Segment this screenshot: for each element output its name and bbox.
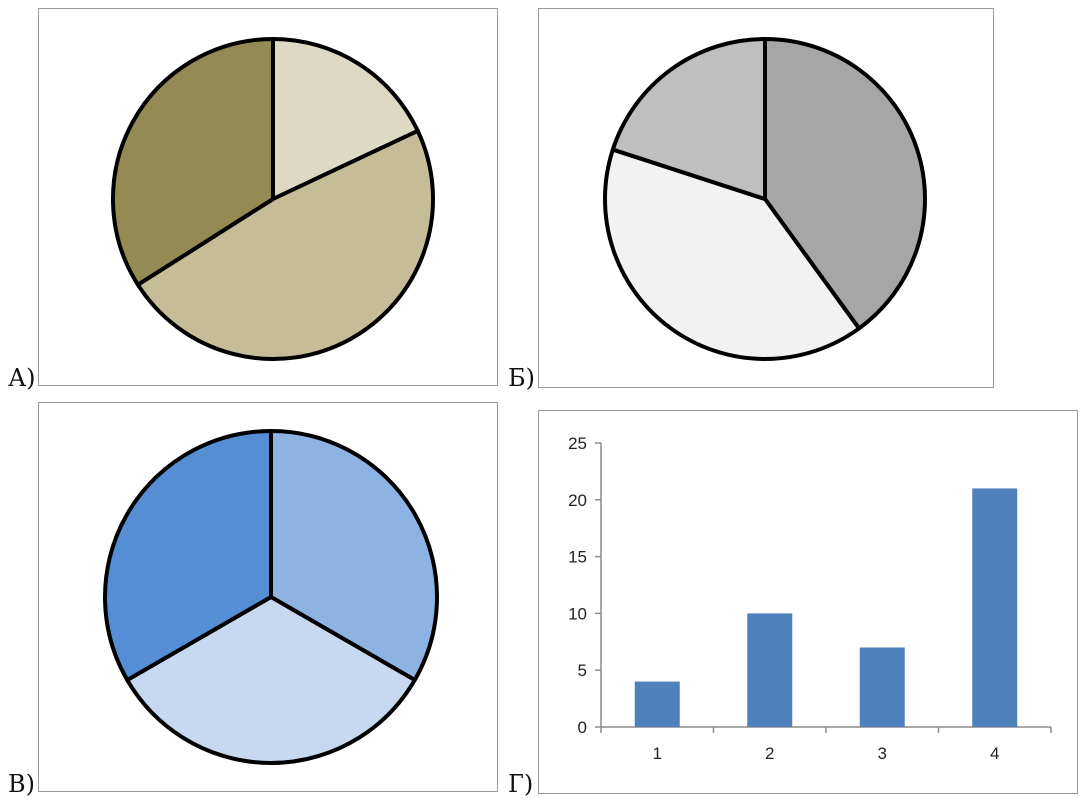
caption-b: Б)	[508, 364, 535, 392]
x-tick-label: 4	[990, 744, 999, 763]
y-tick-label: 25	[568, 434, 587, 453]
x-tick-label: 2	[765, 744, 774, 763]
chart-panel-a	[38, 8, 498, 386]
y-tick-label: 5	[578, 661, 587, 680]
y-tick-label: 0	[578, 718, 587, 737]
bar-chart-d: 0 5 10 15 20 25 1 2 3 4	[568, 434, 1052, 763]
chart-panel-b	[538, 8, 994, 388]
bar-3	[859, 647, 905, 727]
caption-a: А)	[8, 364, 36, 392]
pie-chart-a	[111, 37, 435, 361]
y-tick-label: 20	[568, 491, 587, 510]
x-tick-label: 3	[878, 744, 887, 763]
bar-4	[972, 488, 1018, 727]
pie-chart-c	[103, 429, 439, 765]
y-tick-label: 10	[568, 604, 587, 623]
pie-c-slice-2	[125, 595, 417, 765]
caption-d: Г)	[508, 770, 534, 798]
pie-c-slice-1	[269, 429, 439, 682]
y-tick-label: 15	[568, 548, 587, 567]
pie-chart-b	[603, 37, 927, 361]
pie-b-slice-3	[610, 37, 767, 201]
pie-a-slice-3	[111, 37, 275, 287]
pie-a-slice-1	[271, 37, 420, 201]
bar-2	[747, 613, 793, 727]
chart-panel-c	[38, 402, 498, 792]
bar-1	[634, 681, 680, 727]
pie-c-slice-3	[103, 429, 273, 682]
pie-a-slice-2	[135, 128, 435, 361]
chart-panel-d: 0 5 10 15 20 25 1 2 3 4	[538, 410, 1078, 794]
pie-b-slice-2	[603, 147, 862, 361]
pie-b-slice-1	[763, 37, 927, 331]
x-tick-label: 1	[653, 744, 662, 763]
caption-c: В)	[8, 770, 35, 798]
